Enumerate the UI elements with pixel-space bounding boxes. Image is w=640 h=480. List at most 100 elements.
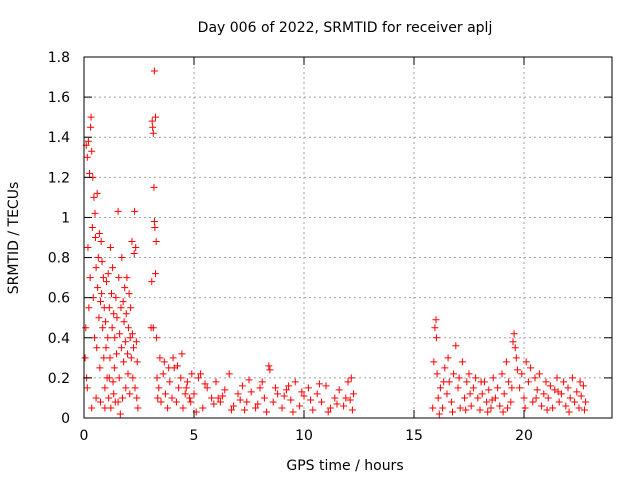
data-point	[454, 384, 462, 392]
data-point	[576, 378, 584, 386]
data-point	[458, 358, 466, 366]
data-point	[568, 374, 576, 382]
data-point	[543, 406, 551, 414]
data-point	[105, 304, 113, 312]
data-point	[179, 404, 187, 412]
data-point	[227, 406, 235, 414]
data-point	[247, 388, 255, 396]
data-point	[127, 354, 135, 362]
chart-title: Day 006 of 2022, SRMTID for receiver apl…	[198, 20, 493, 36]
data-point	[123, 274, 131, 282]
data-point	[165, 364, 173, 372]
x-tick-label: 5	[190, 428, 199, 444]
data-point	[188, 370, 196, 378]
data-point	[115, 274, 123, 282]
data-point	[166, 378, 174, 386]
data-point	[504, 404, 511, 412]
data-point	[83, 153, 91, 161]
data-point	[194, 374, 202, 382]
data-point	[112, 294, 120, 302]
data-point	[92, 264, 100, 272]
data-point	[177, 374, 185, 382]
data-point	[430, 358, 438, 366]
data-point	[157, 398, 165, 406]
data-point	[269, 398, 277, 406]
data-point	[225, 370, 233, 378]
data-point	[505, 378, 513, 386]
data-point	[94, 254, 102, 262]
data-point	[527, 364, 535, 372]
data-point	[488, 396, 496, 404]
data-point	[236, 396, 244, 404]
data-point	[431, 324, 439, 332]
y-tick-label: 0.8	[48, 251, 70, 267]
data-point	[114, 207, 122, 215]
data-point	[152, 270, 159, 278]
data-point	[322, 382, 330, 390]
data-point	[455, 374, 463, 382]
data-point	[109, 378, 117, 386]
tick-labels: 0 0.2 0.4 0.6 0.8 1 1.2 1.4 1.6 1.8 0 5 10 15 20	[48, 50, 533, 444]
data-point	[99, 274, 107, 282]
data-point	[439, 404, 447, 412]
data-point	[307, 396, 315, 404]
data-point	[483, 398, 491, 406]
data-point	[535, 370, 543, 378]
data-point	[182, 384, 190, 392]
data-point	[199, 404, 207, 412]
data-point	[348, 406, 356, 414]
y-tick-label: 1.6	[48, 90, 70, 106]
y-tick-label: 0.6	[48, 291, 70, 307]
data-point	[499, 408, 507, 416]
data-point	[529, 398, 537, 406]
data-point	[148, 117, 156, 125]
data-point	[106, 244, 114, 252]
data-point	[106, 354, 114, 362]
data-point	[97, 298, 104, 306]
data-point	[149, 324, 157, 332]
data-point	[127, 304, 135, 312]
data-point	[105, 394, 113, 402]
data-point	[344, 378, 352, 386]
data-point	[86, 169, 93, 177]
data-point	[134, 404, 142, 412]
data-point	[474, 394, 482, 402]
data-point	[230, 402, 238, 410]
data-point	[88, 223, 96, 231]
data-point	[130, 344, 137, 352]
data-point	[187, 398, 195, 406]
data-point	[172, 398, 180, 406]
data-point	[313, 390, 321, 398]
data-point	[243, 398, 251, 406]
data-point	[82, 324, 90, 332]
data-point	[463, 378, 471, 386]
data-point	[120, 358, 128, 366]
data-point	[105, 374, 113, 382]
data-point	[579, 382, 587, 390]
data-point	[113, 350, 121, 358]
data-point	[324, 408, 332, 416]
data-point	[462, 406, 470, 414]
data-point	[116, 410, 124, 418]
data-point	[81, 354, 89, 362]
data-point	[478, 390, 486, 398]
y-tick-label: 0	[61, 411, 70, 427]
data-point	[109, 264, 117, 272]
data-point	[132, 338, 140, 346]
data-point	[285, 382, 293, 390]
data-point	[511, 344, 519, 352]
data-point	[133, 358, 141, 366]
data-point	[164, 404, 172, 412]
data-point	[291, 378, 299, 386]
data-point	[553, 374, 561, 382]
data-point	[513, 366, 521, 374]
data-point	[340, 402, 348, 410]
data-point	[186, 394, 194, 402]
data-point	[452, 342, 460, 350]
data-point	[234, 390, 242, 398]
data-point	[98, 258, 106, 266]
data-point	[131, 207, 139, 215]
data-point	[520, 394, 528, 402]
y-tick-label: 1.4	[48, 130, 70, 146]
